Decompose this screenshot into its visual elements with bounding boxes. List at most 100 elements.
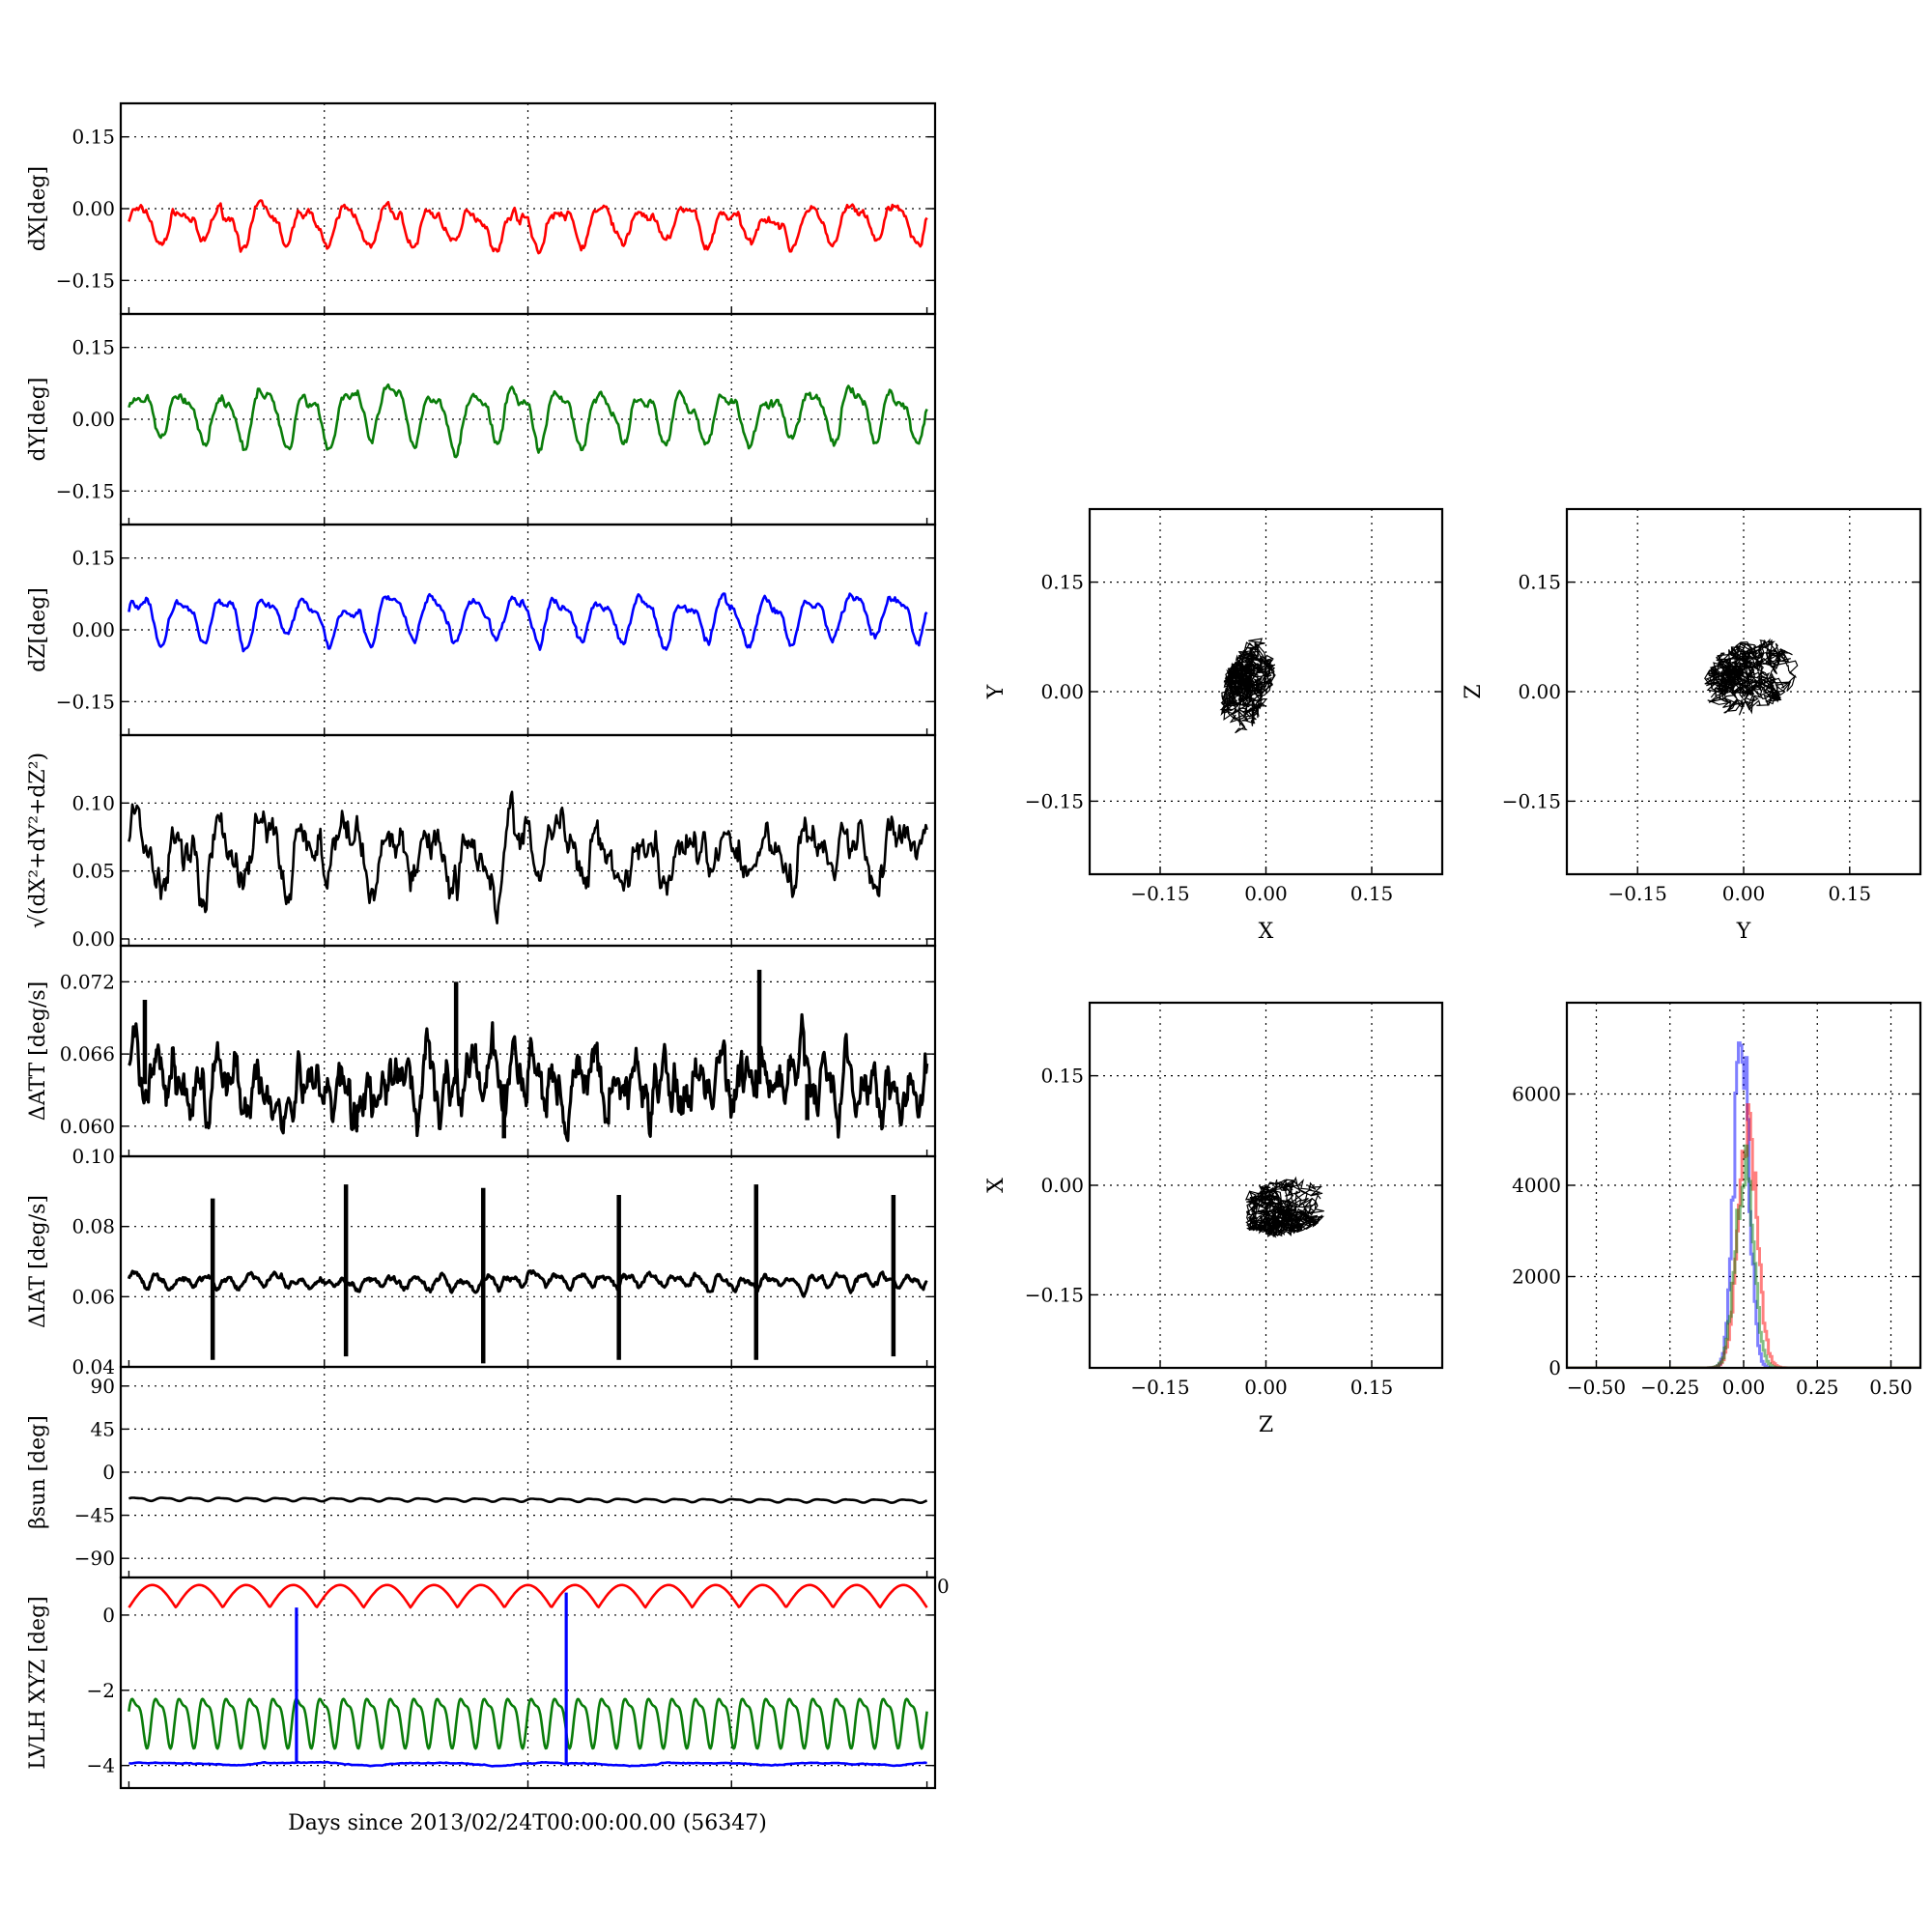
xtick-label-yz-2: 0.15 xyxy=(1829,882,1872,905)
panel-yz: 0.15 0.00 −0.15 −0.15 0.00 0.15 Z Y xyxy=(1462,507,1922,944)
ylabel-zx: X xyxy=(984,1178,1009,1193)
panel-dmag: 0.10 0.05 0.00 √(dX²+dY²+dZ²) xyxy=(26,733,937,951)
xlabel-xy: X xyxy=(1259,920,1274,944)
ytick-label-dx-2: −0.15 xyxy=(56,269,115,292)
ytick-label-zx-2: −0.15 xyxy=(1025,1283,1084,1306)
xlabel-yz: Y xyxy=(1736,920,1751,944)
series-lvlh-0 xyxy=(128,1583,928,1609)
ytick-label-dmag-2: 0.00 xyxy=(71,927,115,951)
ytick-label-beta-1: 45 xyxy=(91,1417,115,1440)
xtick-label-hist-3: 0.25 xyxy=(1796,1376,1839,1399)
trace-zx xyxy=(1244,1176,1325,1238)
xtick-label-zx-1: 0.00 xyxy=(1244,1376,1288,1399)
ylabel-xy: Y xyxy=(984,684,1009,699)
ytick-label-beta-0: 90 xyxy=(91,1375,115,1398)
data-xy xyxy=(1219,638,1276,734)
ytick-label-xy-0: 0.15 xyxy=(1040,571,1084,594)
ylabel-diat: ΔIAT [deg/s] xyxy=(26,1195,50,1328)
data-zx xyxy=(1244,1176,1325,1238)
ytick-label-diat-0: 0.10 xyxy=(71,1145,115,1168)
series-beta-0 xyxy=(128,1496,928,1504)
xtick-label-yz-1: 0.00 xyxy=(1722,882,1766,905)
ytick-label-dx-0: 0.15 xyxy=(71,126,115,149)
ytick-label-dz-0: 0.15 xyxy=(71,547,115,570)
panel-dz: 0.15 0.00 −0.15 dZ[deg] xyxy=(26,523,937,737)
data-dx xyxy=(128,199,928,255)
panel-lvlh: 0 −2 −4 0 LVLH XYZ [deg] xyxy=(26,1575,950,1790)
xtick-label-yz-0: −0.15 xyxy=(1608,882,1667,905)
ytick-label-xy-2: −0.15 xyxy=(1025,789,1084,812)
panel-xy: 0.15 0.00 −0.15 −0.15 0.00 0.15 Y X xyxy=(984,507,1444,944)
xtick-label-xy-0: −0.15 xyxy=(1130,882,1189,905)
ytick-label-dz-2: −0.15 xyxy=(56,690,115,713)
xtick-label-zx-2: 0.15 xyxy=(1350,1376,1394,1399)
ytick-label-yz-0: 0.15 xyxy=(1518,571,1561,594)
ylabel-dx: dX[deg] xyxy=(26,166,50,251)
ytick-label-yz-1: 0.00 xyxy=(1518,680,1561,703)
ytick-label-datt-0: 0.072 xyxy=(60,970,115,993)
frame-datt xyxy=(119,944,937,1158)
series-dz-0 xyxy=(128,592,928,653)
xtick-label-xy-2: 0.15 xyxy=(1350,882,1394,905)
ytick-label-dz-1: 0.00 xyxy=(71,618,115,641)
ylabel-dmag: √(dX²+dY²+dZ²) xyxy=(26,753,50,928)
data-diat xyxy=(127,1184,928,1364)
xtick-label-hist-2: 0.00 xyxy=(1722,1376,1766,1399)
panel-dy: 0.15 0.00 −0.15 dY[deg] xyxy=(26,312,937,526)
xtick-label-hist-4: 0.50 xyxy=(1869,1376,1913,1399)
series-dx-0 xyxy=(128,199,928,255)
panel-hist: 6000 4000 2000 0 −0.50 −0.25 0.00 0.25 0.50 xyxy=(1512,1001,1922,1399)
ytick-label-dmag-0: 0.10 xyxy=(71,791,115,814)
panel-datt: 0.072 0.066 0.060 ΔATT [deg/s] xyxy=(26,944,937,1158)
data-hist xyxy=(1567,1041,1920,1368)
ytick-label-zx-0: 0.15 xyxy=(1040,1065,1084,1088)
xtick-label-hist-1: −0.25 xyxy=(1640,1376,1699,1399)
ytick-label-lvlh-1: −2 xyxy=(87,1679,115,1702)
xlabel-zx: Z xyxy=(1259,1413,1273,1437)
data-beta xyxy=(128,1496,928,1504)
hist-series-0 xyxy=(1567,1041,1920,1368)
series-lvlh-1 xyxy=(128,1697,928,1750)
ytick-label-diat-2: 0.06 xyxy=(71,1285,115,1308)
ytick-right-label-lvlh: 0 xyxy=(937,1575,950,1598)
frame-lvlh xyxy=(119,1576,937,1790)
series-diat-0 xyxy=(127,1268,928,1298)
series-dmag-0 xyxy=(128,790,928,925)
ytick-label-diat-3: 0.04 xyxy=(71,1355,115,1378)
ytick-label-zx-1: 0.00 xyxy=(1040,1174,1084,1197)
data-dmag xyxy=(128,790,928,925)
ylabel-datt: ΔATT [deg/s] xyxy=(26,981,50,1121)
data-datt xyxy=(128,969,929,1143)
panel-zx: 0.15 0.00 −0.15 −0.15 0.00 0.15 X Z xyxy=(984,1001,1444,1437)
data-yz xyxy=(1704,638,1799,716)
panel-beta: 90 45 0 −45 −90 βsun [deg] xyxy=(26,1365,937,1579)
ytick-label-lvlh-0: 0 xyxy=(102,1604,115,1627)
x-axis-label: Days since 2013/02/24T00:00:00.00 (56347… xyxy=(288,1811,767,1835)
xtick-label-hist-0: −0.50 xyxy=(1567,1376,1626,1399)
ylabel-beta: βsun [deg] xyxy=(26,1415,50,1529)
hist-series-2 xyxy=(1567,1144,1920,1368)
series-dy-0 xyxy=(128,383,928,459)
ytick-label-datt-1: 0.066 xyxy=(60,1042,115,1065)
ytick-label-diat-1: 0.08 xyxy=(71,1215,115,1238)
ytick-label-hist-2: 2000 xyxy=(1512,1265,1561,1289)
series-lvlh-2 xyxy=(128,1760,927,1768)
xtick-label-zx-0: −0.15 xyxy=(1130,1376,1189,1399)
panel-diat: 0.10 0.08 0.06 0.04 ΔIAT [deg/s] xyxy=(26,1145,937,1378)
ytick-label-dy-1: 0.00 xyxy=(71,408,115,431)
trace-xy xyxy=(1219,638,1276,734)
ylabel-lvlh: LVLH XYZ [deg] xyxy=(26,1596,50,1770)
data-lvlh xyxy=(128,1583,928,1768)
ylabel-dy: dY[deg] xyxy=(26,378,50,462)
ylabel-yz: Z xyxy=(1462,684,1486,698)
ytick-label-xy-1: 0.00 xyxy=(1040,680,1084,703)
ylabel-dz: dZ[deg] xyxy=(26,587,50,672)
trace-yz xyxy=(1704,638,1799,716)
series-datt-0 xyxy=(128,1012,929,1143)
ytick-label-dy-2: −0.15 xyxy=(56,479,115,502)
data-dy xyxy=(128,383,928,459)
ytick-label-hist-0: 6000 xyxy=(1512,1083,1561,1106)
ytick-label-dy-0: 0.15 xyxy=(71,336,115,359)
ytick-label-datt-2: 0.060 xyxy=(60,1115,115,1138)
